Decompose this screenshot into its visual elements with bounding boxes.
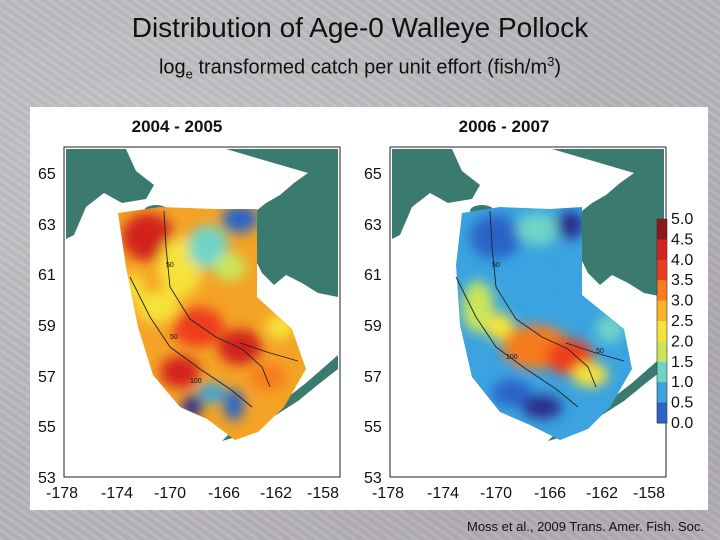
right-lon-tick: -170 bbox=[480, 485, 512, 502]
left-lat-ticks: 65 63 61 59 57 55 53 bbox=[38, 166, 56, 487]
left-lon-tick: -166 bbox=[208, 485, 240, 502]
left-panel-title: 2004 - 2005 bbox=[132, 117, 223, 136]
legend-swatch bbox=[657, 280, 667, 302]
subtitle-log: log bbox=[158, 56, 186, 79]
map-svg: 2004 - 2005 bbox=[38, 117, 693, 502]
right-land-alaska-west bbox=[392, 149, 480, 239]
legend-swatch bbox=[657, 341, 667, 363]
left-map-panel: 2004 - 2005 bbox=[38, 117, 341, 502]
right-lon-tick: -162 bbox=[586, 485, 618, 502]
right-lat-tick: 65 bbox=[364, 166, 382, 183]
left-lat-tick: 53 bbox=[38, 470, 56, 487]
subtitle-superscript: 3 bbox=[547, 54, 555, 69]
legend-label: 3.0 bbox=[671, 293, 693, 310]
subtitle-subscript: e bbox=[185, 66, 193, 82]
right-land-alaska-east bbox=[552, 149, 664, 297]
legend-label: 0.5 bbox=[671, 395, 693, 412]
right-contour-100 bbox=[455, 276, 579, 408]
left-lon-tick: -178 bbox=[46, 485, 78, 502]
right-lat-ticks: 65 63 61 59 57 55 53 bbox=[364, 166, 382, 487]
cpue-color-legend: 5.0 4.5 4.0 3.5 3.0 2.5 2.0 1.5 1.0 0.5 0.0 bbox=[656, 211, 693, 432]
right-lat-tick: 57 bbox=[364, 369, 382, 386]
right-contour-50b bbox=[565, 342, 625, 362]
left-contour-100 bbox=[129, 276, 253, 408]
left-lon-tick: -170 bbox=[154, 485, 186, 502]
right-lat-tick: 55 bbox=[364, 419, 382, 436]
left-land-alaska-west bbox=[66, 149, 154, 239]
right-lon-ticks: -178 -174 -170 -166 -162 -158 bbox=[372, 485, 665, 502]
right-lon-tick: -174 bbox=[427, 485, 459, 502]
map-figure: 2004 - 2005 bbox=[30, 107, 708, 510]
legend-label: 1.5 bbox=[671, 354, 693, 371]
slide-title: Distribution of Age-0 Walleye Pollock bbox=[131, 12, 589, 43]
right-contour-50 bbox=[489, 210, 597, 388]
citation: Moss et al., 2009 Trans. Amer. Fish. Soc… bbox=[467, 519, 704, 534]
right-lat-tick: 63 bbox=[364, 217, 382, 234]
left-lat-tick: 65 bbox=[38, 166, 56, 183]
left-contour-50b bbox=[239, 342, 299, 362]
right-map-panel: 2006 - 2007 bbox=[364, 117, 667, 502]
legend-frame bbox=[656, 218, 668, 424]
right-lat-tick: 59 bbox=[364, 318, 382, 335]
right-contour-label-2: 100 bbox=[506, 354, 518, 361]
right-lat-tick: 53 bbox=[364, 470, 382, 487]
legend-swatch bbox=[657, 259, 667, 281]
left-lon-tick: -162 bbox=[260, 485, 292, 502]
legend-swatch bbox=[657, 361, 667, 383]
legend-label: 1.0 bbox=[671, 374, 693, 391]
legend-swatch bbox=[657, 402, 667, 424]
right-contour-label-3: 50 bbox=[596, 348, 604, 355]
subtitle-main: transformed catch per unit effort (fish/… bbox=[192, 56, 548, 79]
left-lat-tick: 55 bbox=[38, 419, 56, 436]
legend-label: 3.5 bbox=[671, 272, 693, 289]
left-contour-50 bbox=[163, 210, 271, 388]
left-lat-tick: 59 bbox=[38, 318, 56, 335]
left-lon-ticks: -178 -174 -170 -166 -162 -158 bbox=[46, 485, 339, 502]
legend-label: 2.0 bbox=[671, 333, 693, 350]
subtitle-close: ) bbox=[554, 56, 562, 79]
legend-swatch bbox=[657, 321, 667, 342]
right-lon-tick: -178 bbox=[372, 485, 404, 502]
left-land-alaska-east bbox=[226, 149, 338, 297]
left-contour-label-2: 50 bbox=[170, 334, 178, 341]
left-lon-tick: -158 bbox=[307, 485, 339, 502]
legend-label: 4.0 bbox=[671, 252, 693, 269]
legend-label: 2.5 bbox=[671, 313, 693, 330]
right-lon-tick: -166 bbox=[534, 485, 566, 502]
legend-swatch bbox=[657, 382, 667, 404]
left-contour-label-1: 50 bbox=[166, 262, 174, 269]
right-panel-title: 2006 - 2007 bbox=[459, 117, 550, 136]
right-lon-tick: -158 bbox=[633, 485, 665, 502]
legend-label: 4.5 bbox=[671, 231, 693, 248]
legend-label: 5.0 bbox=[671, 211, 693, 228]
left-lat-tick: 57 bbox=[38, 369, 56, 386]
right-lat-tick: 61 bbox=[364, 267, 382, 284]
slide-subtitle: loge transformed catch per unit effort (… bbox=[0, 54, 720, 82]
legend-label: 0.0 bbox=[671, 415, 693, 432]
legend-swatch bbox=[657, 239, 667, 261]
left-lon-tick: -174 bbox=[101, 485, 133, 502]
left-lat-tick: 61 bbox=[38, 267, 56, 284]
left-contour-label-3: 100 bbox=[190, 378, 202, 385]
left-lat-tick: 63 bbox=[38, 217, 56, 234]
legend-swatch bbox=[657, 219, 667, 240]
legend-swatch bbox=[657, 300, 667, 322]
right-contour-label-1: 50 bbox=[492, 262, 500, 269]
